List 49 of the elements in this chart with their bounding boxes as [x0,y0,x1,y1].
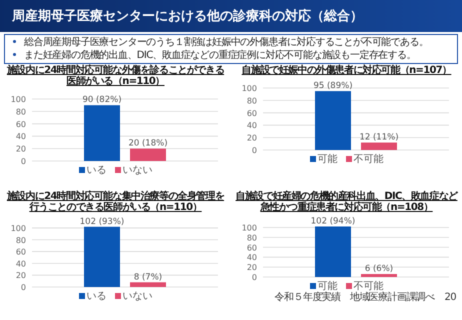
y-tick-label: 60 [246,108,257,118]
text: 令和５年度実績 地域医療計画課調べ [274,292,434,303]
y-tick-label: 80 [16,107,26,116]
text: また妊産婦の危機的出血、DIC、敗血症などの重症症例に対応不可能な施設も一定存在する。 [23,49,417,62]
data-label: 12 (11%) [359,132,399,143]
legend-label: 可能 [318,281,338,292]
y-tick-label: 60 [246,243,257,252]
y-tick-label: 100 [242,84,257,93]
text: 周産期母子医療センターにおける他の診療科の対応（総合） [0,0,462,32]
data-label: 90 (82%) [82,95,122,106]
y-tick-label: 100 [10,224,26,233]
y-tick-label: 40 [246,121,257,130]
legend-label: 不可能 [352,154,384,165]
y-tick-label: 20 [16,271,26,280]
y-tick-label: 40 [16,132,26,142]
legend-label: 可能 [316,154,338,165]
y-tick-label: 20 [246,134,257,143]
legend-label: いない [122,165,152,176]
y-tick-label: 60 [16,120,26,129]
y-tick-label: 100 [10,95,26,104]
y-tick-label: 100 [242,223,257,232]
y-tick-label: 0 [20,157,26,166]
data-label: 95 (89%) [313,81,353,92]
data-label: 20 (18%) [128,138,168,149]
legend-label: いる [86,165,106,176]
chart-title: 施設内に24時間対応可能な集中治療等の全身管理を行うことのできる医師がいる（n=110） [6,190,226,213]
y-tick-label: 60 [16,248,26,257]
data-label: 102 (93%) [80,216,124,227]
y-tick-label: 20 [16,144,26,154]
legend-label: 不可能 [354,281,384,292]
y-tick-label: 0 [252,273,257,282]
y-tick-label: 80 [246,233,257,242]
text: 20 [444,292,456,303]
y-tick-label: 80 [16,236,26,245]
chart-title: 自施設で妊産婦の危機的産科出血、DIC、敗血症など急性かつ重症患者に対応可能（n=108） [234,190,459,213]
text: 総合周産期母子医療センターのうち１割強は妊娠中の外傷患者に対応することが不可能である。 [23,36,430,49]
y-tick-label: 40 [16,259,26,268]
y-tick-label: 40 [246,253,257,262]
data-label: 6 (6%) [364,264,394,274]
chart-title: 施設内に24時間対応可能な外傷を診ることができる医師がいる（n=110） [6,64,226,87]
y-tick-label: 0 [20,283,26,292]
y-tick-label: 20 [246,263,257,272]
legend-label: いる [86,291,106,302]
data-label: 102 (94%) [310,216,356,226]
y-tick-label: 80 [246,96,257,106]
y-tick-label: 0 [252,146,257,155]
data-label: 8 (7%) [134,272,162,282]
legend-label: いない [122,291,152,302]
chart-title: 自施設で妊娠中の外傷患者に対応可能（n=107） [240,64,452,76]
